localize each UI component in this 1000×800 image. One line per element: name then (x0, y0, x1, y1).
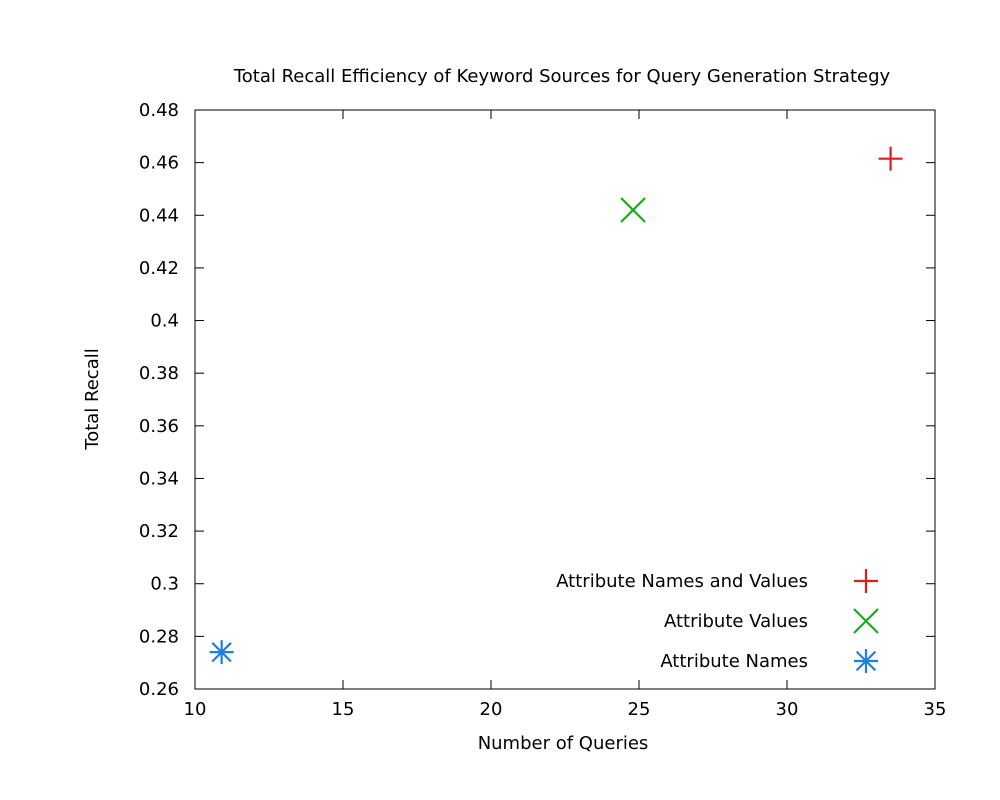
x-tick-label: 20 (480, 699, 503, 720)
data-point (878, 146, 903, 171)
legend-label: Attribute Values (664, 611, 808, 632)
axis-ticks (194, 109, 936, 690)
legend-marker (854, 649, 878, 673)
legend-label: Attribute Names and Values (556, 571, 808, 592)
x-axis-label: Number of Queries (478, 733, 649, 754)
legend-marker (854, 569, 878, 593)
legend-marker (853, 608, 879, 634)
axis-tick-labels: 10 15 20 25 30 35 0.26 0.28 0.3 0.32 0.34 0.36 0.38 0… (139, 100, 947, 720)
x-tick-label: 35 (924, 699, 947, 720)
x-tick-label: 25 (628, 699, 651, 720)
x-tick-label: 15 (332, 699, 355, 720)
data-point (209, 640, 234, 665)
chart-title: Total Recall Efficiency of Keyword Sourc… (233, 66, 891, 87)
y-tick-label: 0.46 (139, 153, 179, 174)
y-tick-label: 0.32 (139, 521, 179, 542)
plot-frame (194, 109, 936, 690)
y-tick-label: 0.4 (150, 311, 179, 332)
y-tick-label: 0.48 (139, 100, 179, 121)
y-tick-label: 0.26 (139, 679, 179, 700)
y-tick-label: 0.42 (139, 258, 179, 279)
legend: Attribute Names and Values Attribute Valu… (556, 569, 879, 673)
legend-label: Attribute Names (660, 651, 808, 672)
y-tick-label: 0.34 (139, 468, 179, 489)
y-tick-label: 0.44 (139, 205, 179, 226)
y-axis-label: Total Recall (82, 348, 103, 450)
y-tick-label: 0.36 (139, 416, 179, 437)
x-tick-label: 30 (776, 699, 799, 720)
x-tick-label: 10 (184, 699, 207, 720)
y-tick-label: 0.3 (150, 574, 179, 595)
y-tick-label: 0.38 (139, 363, 179, 384)
y-tick-label: 0.28 (139, 626, 179, 647)
data-points (209, 146, 903, 665)
data-point (620, 197, 646, 223)
